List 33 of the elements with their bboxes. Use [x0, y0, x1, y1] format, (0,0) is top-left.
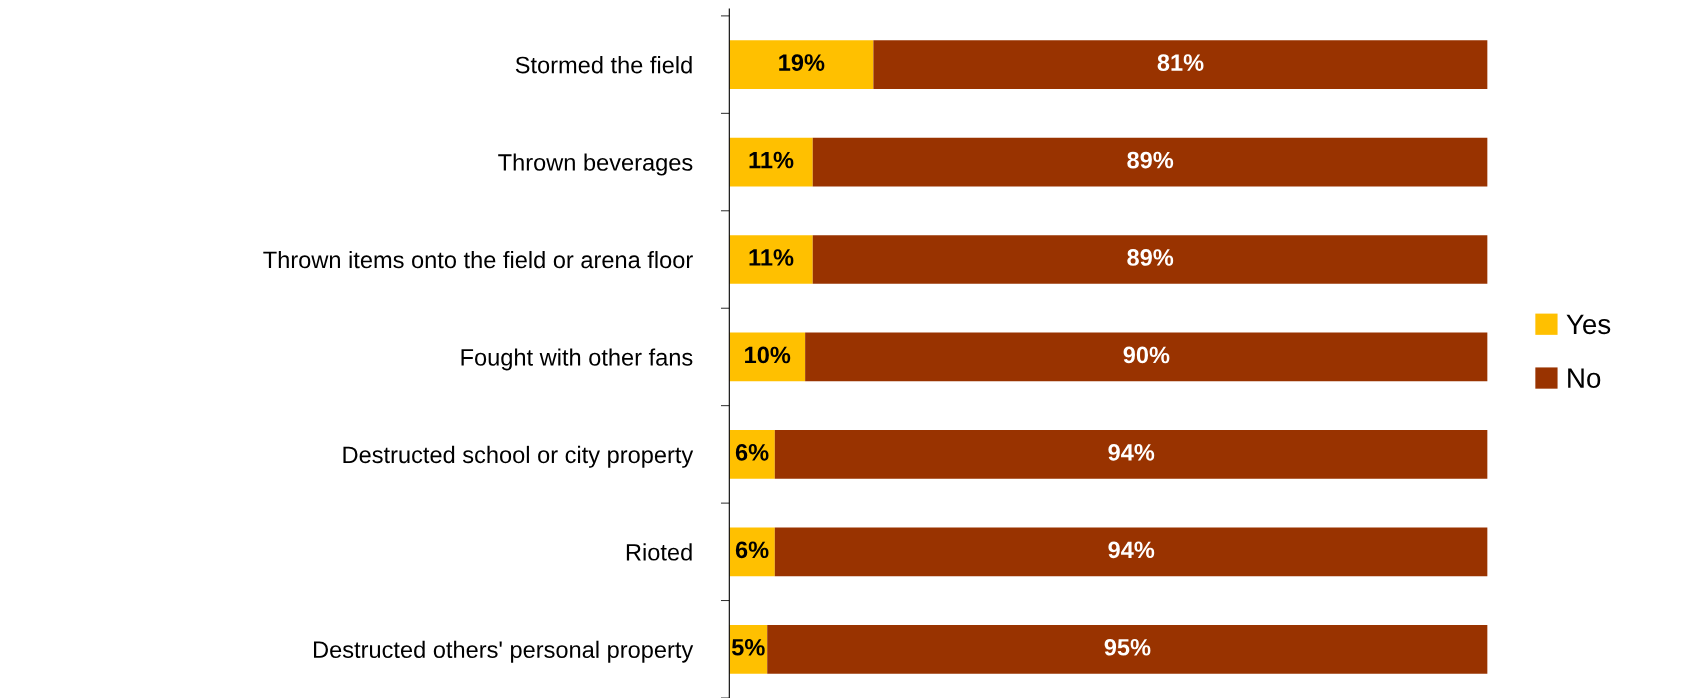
bar	[812, 235, 1488, 284]
bar	[729, 137, 813, 187]
data-label: 81%	[1157, 54, 1204, 71]
data-label: 89%	[1127, 249, 1174, 266]
y-tick-label: Thrown items onto the field or arena floor	[263, 250, 693, 269]
data-label: 19%	[779, 54, 825, 71]
data-label: 94%	[1108, 444, 1155, 461]
y-tick-label: Thrown beverages	[498, 153, 693, 176]
bar	[767, 624, 1488, 674]
y-tick-label: Destructed others' personal property	[314, 640, 694, 663]
bar	[774, 527, 1488, 577]
data-label: 5%	[731, 638, 765, 656]
legend-label: Yes	[1566, 314, 1611, 335]
y-tick-label: Destructed school or city property	[343, 445, 694, 468]
y-tick-label: Fought with other fans	[461, 348, 693, 371]
data-label: 94%	[1108, 541, 1155, 559]
y-tick-label: Rioted	[626, 543, 692, 561]
legend-label: No	[1568, 368, 1601, 388]
data-label: 89%	[1127, 151, 1174, 169]
data-label: 95%	[1104, 638, 1151, 656]
bar	[729, 40, 874, 89]
data-label: 6%	[735, 541, 769, 559]
bar	[873, 40, 1488, 89]
data-label: 6%	[735, 444, 769, 461]
y-tick-label: Stormed the field	[515, 56, 692, 74]
bar	[812, 137, 1488, 187]
bar	[805, 332, 1488, 382]
bar	[729, 235, 813, 284]
data-label: 90%	[1123, 346, 1170, 364]
bar	[774, 430, 1488, 479]
data-label: 11%	[749, 249, 794, 266]
data-label: 10%	[745, 346, 791, 364]
data-label: 11%	[749, 151, 794, 169]
